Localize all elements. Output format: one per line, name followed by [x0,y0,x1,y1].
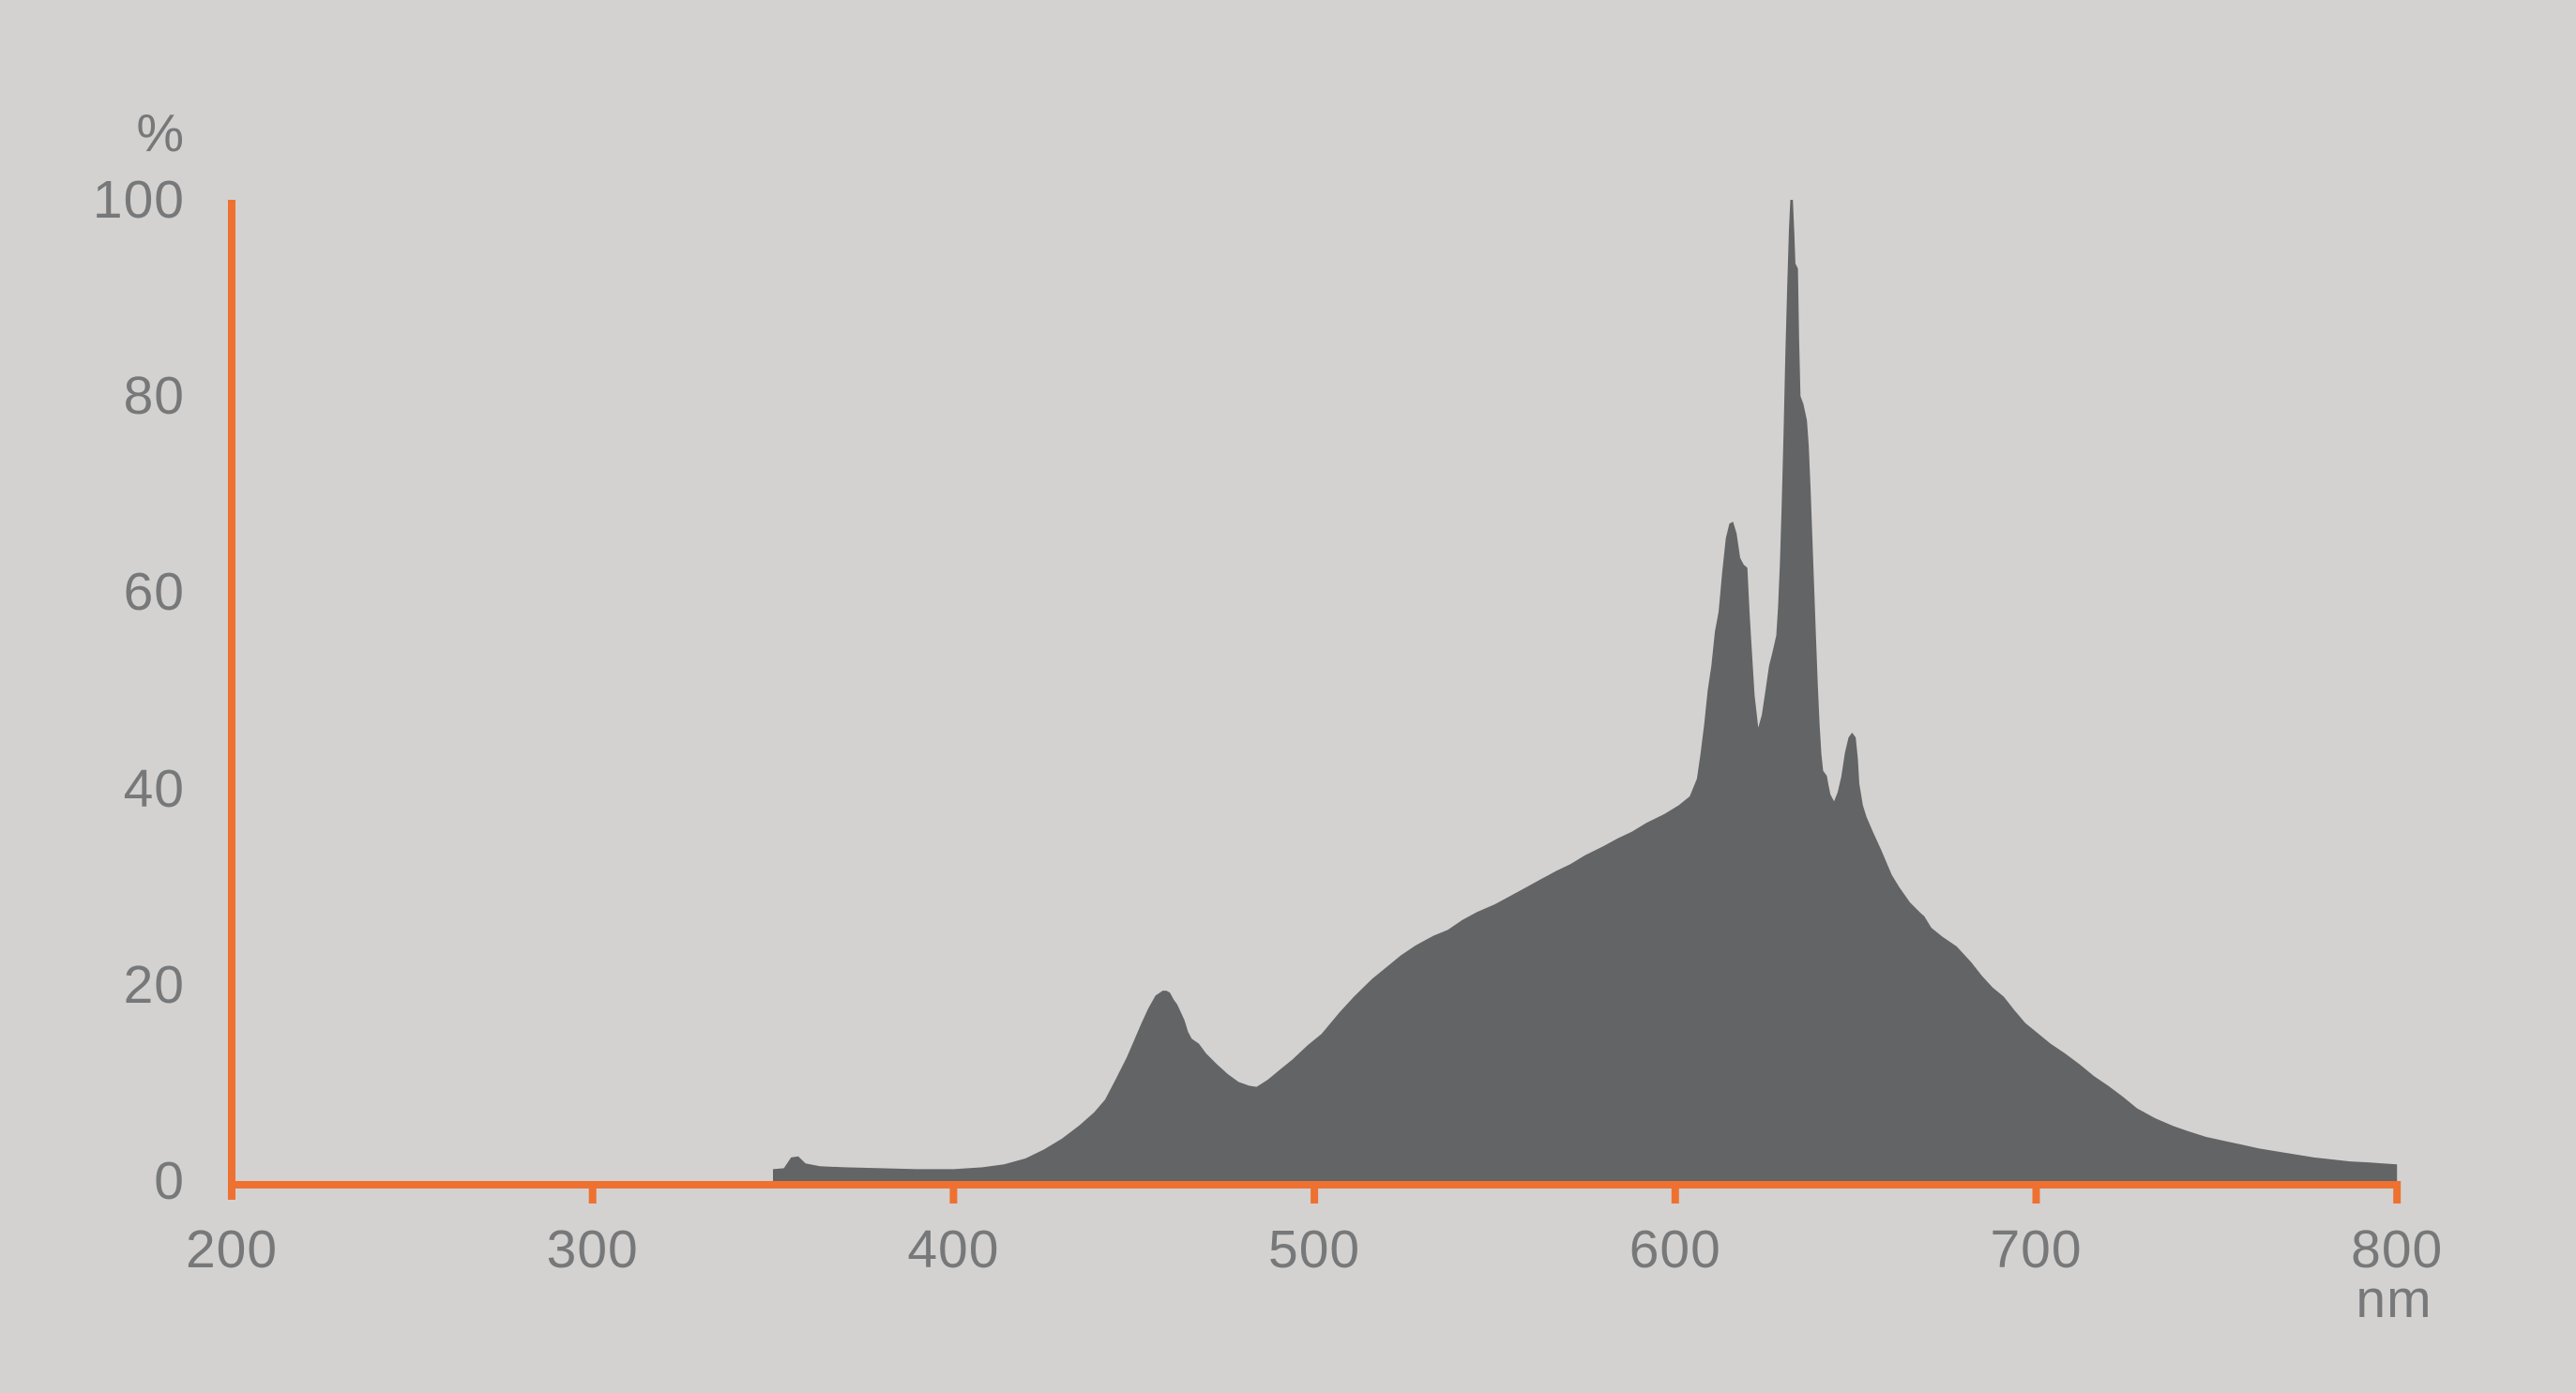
x-tick-400 [949,1189,958,1204]
x-tick-700 [2032,1189,2040,1204]
y-tick-label-100: 100 [92,170,185,230]
y-tick-label-0: 0 [154,1151,185,1211]
y-axis [228,200,235,1200]
y-tick-label-80: 80 [123,366,185,427]
x-tick-label-700: 700 [1990,1219,2083,1279]
x-axis-unit-label: nm [2356,1269,2432,1329]
x-tick-label-300: 300 [546,1219,639,1279]
x-tick-label-600: 600 [1629,1219,1721,1279]
x-tick-label-500: 500 [1268,1219,1361,1279]
x-tick-label-800: 800 [2351,1219,2444,1279]
y-tick-label-60: 60 [123,562,185,623]
x-tick-label-400: 400 [907,1219,1000,1279]
x-tick-label-200: 200 [185,1219,279,1279]
y-tick-label-20: 20 [123,954,185,1015]
x-axis [228,1181,2402,1189]
y-tick-label-40: 40 [123,758,185,819]
spectrum-area [773,200,2398,1181]
x-tick-800 [2393,1189,2402,1204]
y-axis-unit-label: % [136,103,185,163]
x-tick-500 [1311,1189,1319,1204]
x-tick-600 [1671,1189,1679,1204]
x-tick-300 [588,1189,597,1204]
